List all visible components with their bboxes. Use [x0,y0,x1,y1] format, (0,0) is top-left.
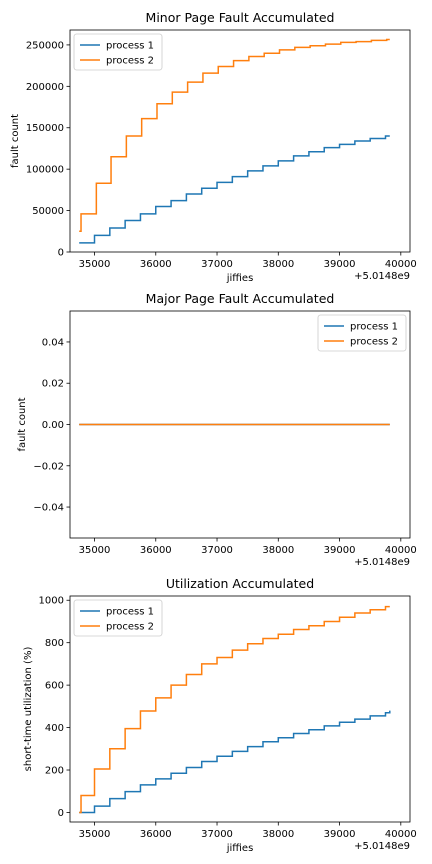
y-tick-label: −0.02 [33,461,64,472]
legend: process 1 process 2 [73,599,163,637]
plot-frame [69,29,411,253]
chart-title: Utilization Accumulated [166,576,314,591]
x-tick-label: 40000 [385,545,417,556]
x-tick-label: 38000 [262,259,294,270]
legend-entry: process 1 [106,607,154,618]
x-tick-label: 37000 [201,829,233,840]
y-tick-label: 150000 [26,123,64,134]
y-tick-label: 200 [45,766,64,777]
x-axis-label: jiffies [226,843,254,854]
legend-entry: process 2 [350,337,398,348]
legend-entry: process 2 [106,56,154,67]
legend-box [73,599,163,637]
chart-title: Major Page Fault Accumulated [146,291,335,306]
legend-box [73,33,163,71]
y-tick-label: 0.00 [42,420,64,431]
series-line-process-1 [79,135,390,244]
x-tick-label: 40000 [385,259,417,270]
x-tick-label: 39000 [324,545,356,556]
x-tick-label: 35000 [79,545,111,556]
y-axis-label: fault count [17,397,28,451]
y-tick-label: 0.02 [42,379,64,390]
x-tick-label: 36000 [140,545,172,556]
x-tick-label: 35000 [79,259,111,270]
y-tick-label: 100000 [26,165,64,176]
x-axis-label: jiffies [226,273,254,284]
x-tick-label: 38000 [262,829,294,840]
x-offset-label: +5.0148e9 [354,557,410,568]
y-axis-label: short-time utilization (%) [23,647,34,772]
y-tick-label: −0.04 [33,503,64,514]
y-tick-label: 600 [45,681,64,692]
x-offset-label: +5.0148e9 [354,271,410,282]
x-offset-label: +5.0148e9 [354,841,410,852]
x-tick-label: 40000 [385,829,417,840]
series-line-process-1 [79,710,391,814]
legend-entry: process 1 [350,322,398,333]
y-tick-label: 50000 [32,206,64,217]
y-tick-label: 800 [45,638,64,649]
y-tick-label: 1000 [39,596,64,607]
y-tick-label: 250000 [26,40,64,51]
y-tick-label: 0 [58,248,64,259]
x-tick-label: 36000 [140,259,172,270]
x-tick-label: 39000 [324,259,356,270]
x-tick-label: 36000 [140,829,172,840]
chart-title: Minor Page Fault Accumulated [146,10,335,25]
y-tick-label: 0.04 [42,337,64,348]
chart-panel-1: Minor Page Fault Accumulated 35000 36000 37… [10,10,417,284]
legend-entry: process 1 [106,41,154,52]
x-tick-label: 38000 [262,545,294,556]
chart-panel-2: Major Page Fault Accumulated 35000 36000 37… [17,291,417,568]
y-tick-label: 400 [45,723,64,734]
y-tick-label: 0 [58,808,64,819]
x-tick-label: 35000 [79,829,111,840]
chart-panel-3: Utilization Accumulated 35000 36000 37000 38… [23,576,417,854]
series-line-process-2 [79,605,390,814]
legend-box [317,314,407,352]
x-tick-label: 39000 [324,829,356,840]
y-tick-label: 200000 [26,82,64,93]
series-line-process-2 [79,38,390,233]
legend: process 1 process 2 [317,314,407,352]
y-axis-label: fault count [10,114,21,168]
plot-frame [69,595,411,823]
x-tick-label: 37000 [201,545,233,556]
legend-entry: process 2 [106,622,154,633]
legend: process 1 process 2 [73,33,163,71]
x-tick-label: 37000 [201,259,233,270]
